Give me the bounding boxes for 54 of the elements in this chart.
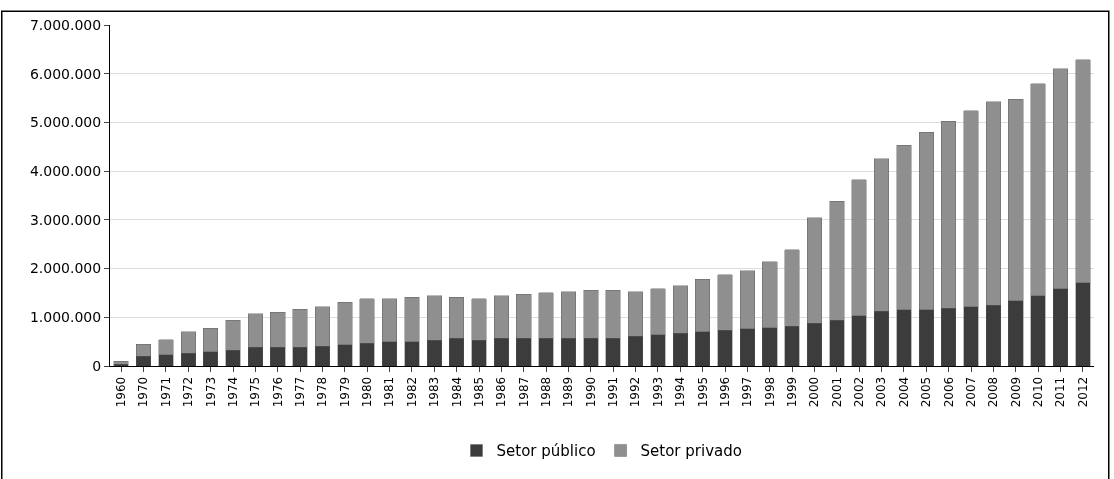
y-tick-label: 1.000.000 <box>29 309 102 326</box>
x-tick-label: 1993 <box>650 376 665 408</box>
x-tick-label: 2012 <box>1075 376 1090 408</box>
legend-label: Setor privado <box>640 442 742 461</box>
x-tick-label: 1996 <box>717 376 732 408</box>
x-tick-label: 1983 <box>427 376 442 408</box>
x-tick-label: 1986 <box>494 376 509 408</box>
y-tick-label: 0 <box>92 357 102 374</box>
x-tick-label: 2008 <box>986 376 1001 408</box>
x-tick-label: 1973 <box>203 376 218 408</box>
y-tick-label: 3.000.000 <box>29 211 102 228</box>
x-tick-label: 2001 <box>829 376 844 408</box>
x-tick-label: 2002 <box>852 376 867 408</box>
x-tick-label: 1975 <box>248 376 263 408</box>
x-tick-label: 2010 <box>1030 376 1045 408</box>
x-tick-label: 1994 <box>673 376 688 408</box>
x-tick-label: 1981 <box>382 376 397 408</box>
x-tick-label: 2009 <box>1008 376 1023 408</box>
x-tick-label: 1979 <box>337 376 352 408</box>
x-tick-label: 2004 <box>896 376 911 408</box>
x-tick-label: 2003 <box>874 376 889 408</box>
x-tick-label: 1985 <box>471 376 486 408</box>
x-tick-label: 1980 <box>360 376 375 408</box>
x-tick-label: 2006 <box>941 376 956 408</box>
x-tick-label: 1976 <box>270 376 285 408</box>
x-tick-label: 1972 <box>181 376 196 408</box>
x-tick-label: 1997 <box>740 376 755 408</box>
x-tick-label: 2007 <box>963 376 978 408</box>
x-tick-label: 1971 <box>158 376 173 408</box>
x-tick-label: 2005 <box>919 376 934 408</box>
y-tick-label: 5.000.000 <box>29 114 102 131</box>
x-tick-label: 1999 <box>784 376 799 408</box>
x-tick-label: 1977 <box>292 376 307 408</box>
y-tick-label: 4.000.000 <box>29 163 102 180</box>
y-tick-label: 7.000.000 <box>29 16 102 33</box>
x-tick-label: 1998 <box>762 376 777 408</box>
x-tick-label: 1974 <box>225 376 240 408</box>
x-tick-label: 1978 <box>315 376 330 408</box>
x-tick-label: 1991 <box>606 376 621 408</box>
y-tick-label: 6.000.000 <box>29 65 102 82</box>
x-tick-label: 2011 <box>1053 376 1068 408</box>
x-tick-label: 1989 <box>561 376 576 408</box>
x-tick-label: 1987 <box>516 376 531 408</box>
x-tick-label: 2000 <box>807 376 822 408</box>
x-tick-label: 1984 <box>449 376 464 408</box>
x-tick-label: 1960 <box>114 376 129 408</box>
x-tick-label: 1992 <box>628 376 643 408</box>
x-tick-label: 1988 <box>538 376 553 408</box>
x-tick-label: 1990 <box>583 376 598 408</box>
legend-label: Setor público <box>496 442 596 461</box>
x-tick-label: 1995 <box>695 376 710 408</box>
x-tick-label: 1982 <box>404 376 419 408</box>
x-tick-label: 1970 <box>136 376 151 408</box>
y-tick-label: 2.000.000 <box>29 260 102 277</box>
